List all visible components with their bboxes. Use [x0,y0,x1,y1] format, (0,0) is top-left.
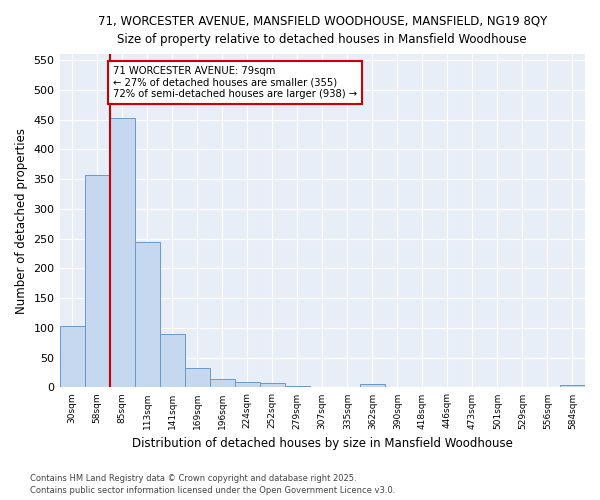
Bar [209,378,235,388]
X-axis label: Distribution of detached houses by size in Mansfield Woodhouse: Distribution of detached houses by size … [132,437,513,450]
Bar [560,385,585,388]
Y-axis label: Number of detached properties: Number of detached properties [15,128,28,314]
Bar [285,386,310,388]
Bar [235,382,260,388]
Text: Contains HM Land Registry data © Crown copyright and database right 2025.
Contai: Contains HM Land Registry data © Crown c… [30,474,395,495]
Bar [160,334,185,388]
Bar [59,326,85,388]
Bar [360,384,385,388]
Bar [110,118,134,388]
Bar [85,175,110,388]
Text: 71 WORCESTER AVENUE: 79sqm
← 27% of detached houses are smaller (355)
72% of sem: 71 WORCESTER AVENUE: 79sqm ← 27% of deta… [113,66,358,99]
Bar [185,368,209,388]
Bar [134,242,160,388]
Bar [260,382,285,388]
Title: 71, WORCESTER AVENUE, MANSFIELD WOODHOUSE, MANSFIELD, NG19 8QY
Size of property : 71, WORCESTER AVENUE, MANSFIELD WOODHOUS… [98,15,547,46]
